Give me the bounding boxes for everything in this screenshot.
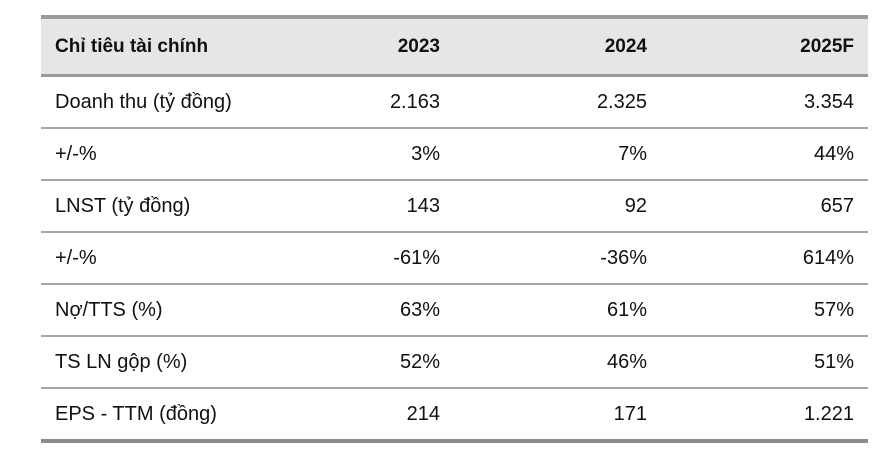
- row-label: EPS - TTM (đồng): [41, 388, 299, 443]
- cell-2024: 46%: [454, 336, 661, 389]
- cell-2024: 7%: [454, 128, 661, 181]
- row-label: TS LN gộp (%): [41, 336, 299, 389]
- row-label: Nợ/TTS (%): [41, 284, 299, 337]
- cell-2023: 63%: [299, 284, 454, 337]
- row-label: LNST (tỷ đồng): [41, 180, 299, 233]
- cell-2024: 2.325: [454, 75, 661, 129]
- row-label: +/-%: [41, 232, 299, 285]
- cell-2025f: 44%: [661, 128, 868, 181]
- header-indicator: Chỉ tiêu tài chính: [41, 15, 299, 77]
- table-row: +/-% 3% 7% 44%: [41, 128, 868, 181]
- table-row: Doanh thu (tỷ đồng) 2.163 2.325 3.354: [41, 75, 868, 129]
- cell-2023: 214: [299, 388, 454, 443]
- cell-2024: 171: [454, 388, 661, 443]
- table-row: EPS - TTM (đồng) 214 171 1.221: [41, 388, 868, 443]
- cell-2025f: 51%: [661, 336, 868, 389]
- cell-2025f: 657: [661, 180, 868, 233]
- cell-2025f: 1.221: [661, 388, 868, 443]
- header-year-2025f: 2025F: [661, 15, 868, 77]
- cell-2023: 2.163: [299, 75, 454, 129]
- cell-2025f: 57%: [661, 284, 868, 337]
- header-year-2024: 2024: [454, 15, 661, 77]
- table-header: Chỉ tiêu tài chính 2023 2024 2025F: [41, 15, 868, 77]
- table-row: TS LN gộp (%) 52% 46% 51%: [41, 336, 868, 389]
- cell-2023: 3%: [299, 128, 454, 181]
- cell-2025f: 3.354: [661, 75, 868, 129]
- header-row: Chỉ tiêu tài chính 2023 2024 2025F: [41, 15, 868, 77]
- cell-2025f: 614%: [661, 232, 868, 285]
- table-row: +/-% -61% -36% 614%: [41, 232, 868, 285]
- cell-2024: -36%: [454, 232, 661, 285]
- header-year-2023: 2023: [299, 15, 454, 77]
- cell-2024: 92: [454, 180, 661, 233]
- cell-2023: 52%: [299, 336, 454, 389]
- table-row: Nợ/TTS (%) 63% 61% 57%: [41, 284, 868, 337]
- table-body: Doanh thu (tỷ đồng) 2.163 2.325 3.354 +/…: [41, 75, 868, 443]
- row-label: +/-%: [41, 128, 299, 181]
- cell-2023: -61%: [299, 232, 454, 285]
- table-row: LNST (tỷ đồng) 143 92 657: [41, 180, 868, 233]
- row-label: Doanh thu (tỷ đồng): [41, 75, 299, 129]
- cell-2023: 143: [299, 180, 454, 233]
- cell-2024: 61%: [454, 284, 661, 337]
- financial-indicators-table: Chỉ tiêu tài chính 2023 2024 2025F Doanh…: [41, 15, 868, 443]
